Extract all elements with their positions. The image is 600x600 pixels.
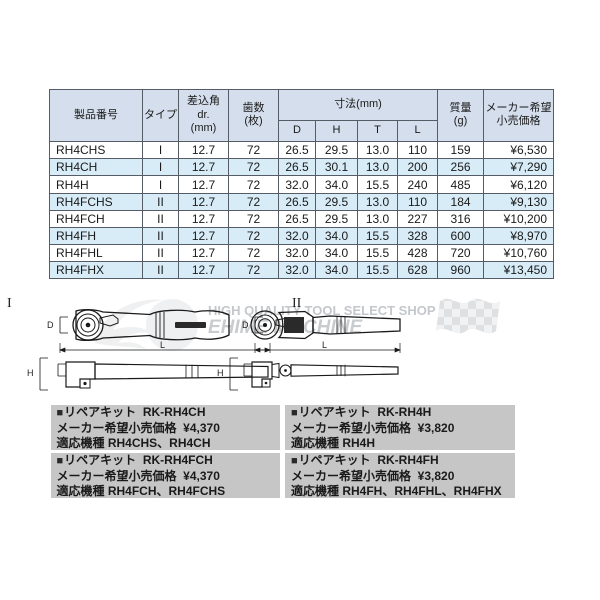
svg-text:D: D — [47, 320, 54, 330]
svg-text:II: II — [292, 296, 302, 311]
svg-text:H: H — [217, 368, 224, 378]
svg-text:H: H — [27, 368, 34, 378]
svg-text:D: D — [242, 320, 249, 330]
svg-text:HIGH QUALITY TOOL SELECT SHOP: HIGH QUALITY TOOL SELECT SHOP — [208, 303, 436, 318]
svg-text:L: L — [322, 340, 327, 350]
svg-text:L: L — [160, 340, 165, 350]
svg-text:I: I — [7, 296, 12, 311]
